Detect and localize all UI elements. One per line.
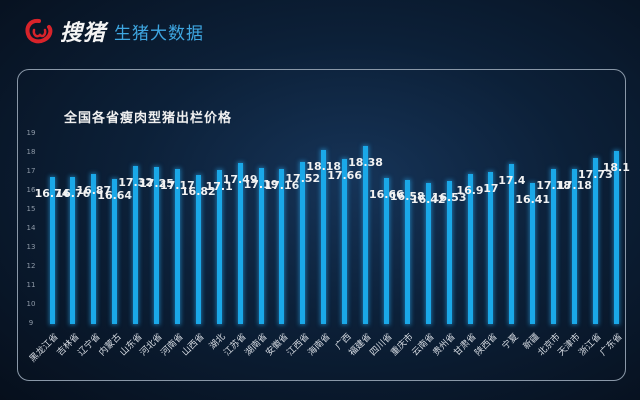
data-label: 16.87 <box>76 184 112 198</box>
y-tick-label: 10 <box>26 300 36 308</box>
y-tick-label: 13 <box>26 243 36 251</box>
data-label: 17.18 <box>536 178 571 192</box>
data-label: 17.1 <box>205 180 233 194</box>
bar[interactable] <box>467 173 473 324</box>
bar[interactable] <box>383 178 389 324</box>
data-label: 16.53 <box>431 190 467 204</box>
y-tick-label: 19 <box>26 129 36 137</box>
data-label: 18.18 <box>306 159 342 173</box>
y-tick-label: 16 <box>26 186 36 194</box>
y-tick-label: 18 <box>26 148 36 156</box>
bar[interactable] <box>70 176 76 324</box>
pig-logo-icon <box>24 18 54 44</box>
bar[interactable] <box>551 168 557 324</box>
data-label: 17.17 <box>159 178 195 192</box>
bar[interactable] <box>279 168 285 324</box>
bar[interactable] <box>530 183 536 324</box>
data-label: 17.66 <box>327 169 362 183</box>
y-tick-label: 9 <box>28 319 34 327</box>
bar[interactable] <box>133 165 139 324</box>
bar[interactable] <box>195 175 201 324</box>
data-label: 16.82 <box>180 185 216 199</box>
bar[interactable] <box>91 174 97 324</box>
brand-header: 搜猪 生猪大数据 <box>24 14 204 48</box>
data-label: 18.1 <box>602 161 630 175</box>
data-label: 16.66 <box>368 188 404 202</box>
chart-title: 全国各省瘦肉型猪出栏价格 <box>64 111 233 126</box>
data-label: 17.25 <box>139 177 174 191</box>
data-label: 17.32 <box>118 175 153 189</box>
data-label: 17.18 <box>557 178 592 192</box>
bar[interactable] <box>363 145 368 324</box>
brand-subtitle: 生猪大数据 <box>114 23 205 44</box>
bar[interactable] <box>258 168 264 324</box>
data-label: 17.73 <box>577 168 613 182</box>
y-tick-label: 14 <box>26 224 36 232</box>
bar[interactable] <box>425 183 431 324</box>
data-label: 16.76 <box>55 186 91 200</box>
bar[interactable] <box>509 164 515 324</box>
y-tick-label: 15 <box>26 205 36 213</box>
brand-name: 搜猪 <box>60 20 107 46</box>
bar[interactable] <box>174 168 180 324</box>
bar[interactable] <box>613 151 619 324</box>
y-tick-label: 11 <box>26 281 36 289</box>
data-label: 16.42 <box>410 193 446 207</box>
data-label: 17.19 <box>243 178 279 192</box>
bar[interactable] <box>488 172 494 324</box>
data-label: 16.58 <box>389 189 425 203</box>
bar[interactable] <box>321 149 327 324</box>
bar[interactable] <box>216 170 222 324</box>
bar[interactable] <box>49 176 55 324</box>
data-label: 16.9 <box>456 183 484 197</box>
bar[interactable] <box>446 180 452 324</box>
data-label: 17.4 <box>498 174 526 188</box>
data-label: 16.74 <box>34 186 70 200</box>
data-label: 17 <box>483 182 499 195</box>
y-tick-label: 17 <box>26 167 36 175</box>
chart-frame <box>17 69 626 381</box>
bar[interactable] <box>154 167 159 324</box>
bar[interactable] <box>300 162 306 324</box>
y-tick-label: 12 <box>26 262 36 270</box>
bar[interactable] <box>342 159 348 324</box>
bar[interactable] <box>572 168 577 324</box>
data-label: 17.16 <box>264 178 300 192</box>
data-label: 16.41 <box>515 193 551 207</box>
data-label: 17.49 <box>222 172 258 186</box>
data-label: 17.52 <box>285 172 321 186</box>
data-label: 16.64 <box>97 188 133 202</box>
bar[interactable] <box>237 162 243 324</box>
bar[interactable] <box>404 179 410 324</box>
bar[interactable] <box>112 178 118 324</box>
bar[interactable] <box>592 158 598 324</box>
data-label: 18.38 <box>348 155 383 169</box>
